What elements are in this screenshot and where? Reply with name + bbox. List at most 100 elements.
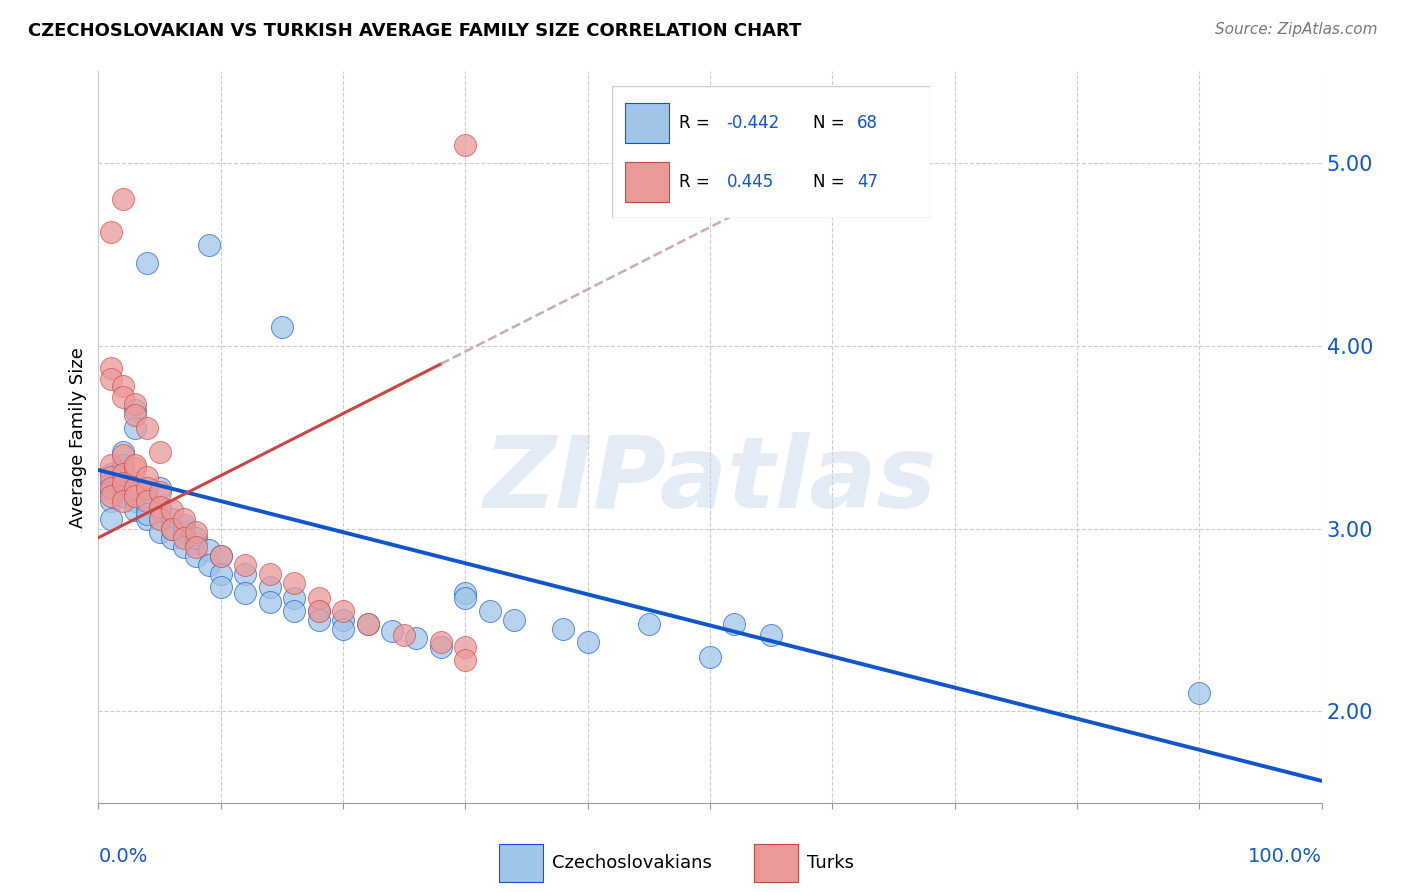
Point [124, 458, 146, 472]
Point [149, 444, 172, 458]
Point [136, 421, 159, 435]
Point [100, 470, 122, 484]
Point [259, 580, 281, 594]
Point [160, 521, 183, 535]
Text: 100.0%: 100.0% [1247, 847, 1322, 866]
Point [136, 481, 159, 495]
Point [576, 635, 599, 649]
Point [124, 461, 146, 475]
Point [197, 558, 219, 573]
Text: CZECHOSLOVAKIAN VS TURKISH AVERAGE FAMILY SIZE CORRELATION CHART: CZECHOSLOVAKIAN VS TURKISH AVERAGE FAMIL… [28, 22, 801, 40]
Y-axis label: Average Family Size: Average Family Size [69, 347, 87, 527]
Point [124, 402, 146, 417]
Point [308, 613, 330, 627]
Point [149, 512, 172, 526]
Point [283, 576, 305, 591]
Point [186, 536, 208, 550]
Point [308, 604, 330, 618]
Point [478, 604, 501, 618]
Point [149, 525, 172, 540]
Point [283, 604, 305, 618]
Point [136, 500, 159, 514]
Point [124, 503, 146, 517]
Text: ZIPatlas: ZIPatlas [484, 433, 936, 530]
Point [723, 616, 745, 631]
Point [100, 494, 122, 508]
Point [381, 624, 404, 638]
Point [149, 481, 172, 495]
Point [111, 470, 134, 484]
Point [124, 485, 146, 500]
Point [186, 549, 208, 563]
Point [160, 503, 183, 517]
Point [173, 517, 195, 532]
Point [111, 489, 134, 503]
Point [637, 616, 661, 631]
Point [124, 494, 146, 508]
Point [136, 507, 159, 521]
Point [332, 622, 354, 636]
Point [186, 525, 208, 540]
Point [124, 408, 146, 422]
Point [111, 467, 134, 481]
Point [136, 512, 159, 526]
Point [111, 379, 134, 393]
Point [356, 616, 378, 631]
Point [173, 512, 195, 526]
Point [233, 585, 256, 599]
Point [173, 525, 195, 540]
Point [356, 616, 378, 631]
Point [149, 512, 172, 526]
Point [308, 604, 330, 618]
Point [160, 512, 183, 526]
Point [430, 635, 453, 649]
Point [332, 604, 354, 618]
Point [454, 653, 477, 667]
Point [209, 580, 232, 594]
Point [173, 531, 195, 545]
Point [111, 444, 134, 458]
Point [553, 622, 575, 636]
Point [149, 485, 172, 500]
Point [136, 470, 159, 484]
Point [197, 543, 219, 558]
Point [100, 371, 122, 385]
Point [209, 549, 232, 563]
Text: Source: ZipAtlas.com: Source: ZipAtlas.com [1215, 22, 1378, 37]
Point [111, 449, 134, 463]
Point [430, 640, 453, 655]
Point [233, 567, 256, 582]
Point [136, 489, 159, 503]
Point [100, 360, 122, 375]
Point [186, 540, 208, 554]
Point [405, 632, 427, 646]
Point [124, 489, 146, 503]
Point [259, 567, 281, 582]
Point [209, 567, 232, 582]
Point [160, 531, 183, 545]
Point [100, 458, 122, 472]
Point [124, 481, 146, 495]
Point [259, 594, 281, 608]
Point [149, 503, 172, 517]
Point [332, 613, 354, 627]
Point [124, 475, 146, 490]
Point [124, 421, 146, 435]
Point [233, 558, 256, 573]
Point [136, 256, 159, 270]
Point [503, 613, 526, 627]
Point [454, 591, 477, 605]
Point [111, 475, 134, 490]
Point [111, 458, 134, 472]
Point [111, 481, 134, 495]
Point [149, 500, 172, 514]
Point [173, 540, 195, 554]
Point [100, 467, 122, 481]
Point [454, 137, 477, 152]
Point [392, 627, 416, 641]
Point [209, 549, 232, 563]
Point [111, 390, 134, 404]
Point [283, 591, 305, 605]
Point [111, 463, 134, 477]
Point [186, 531, 208, 545]
